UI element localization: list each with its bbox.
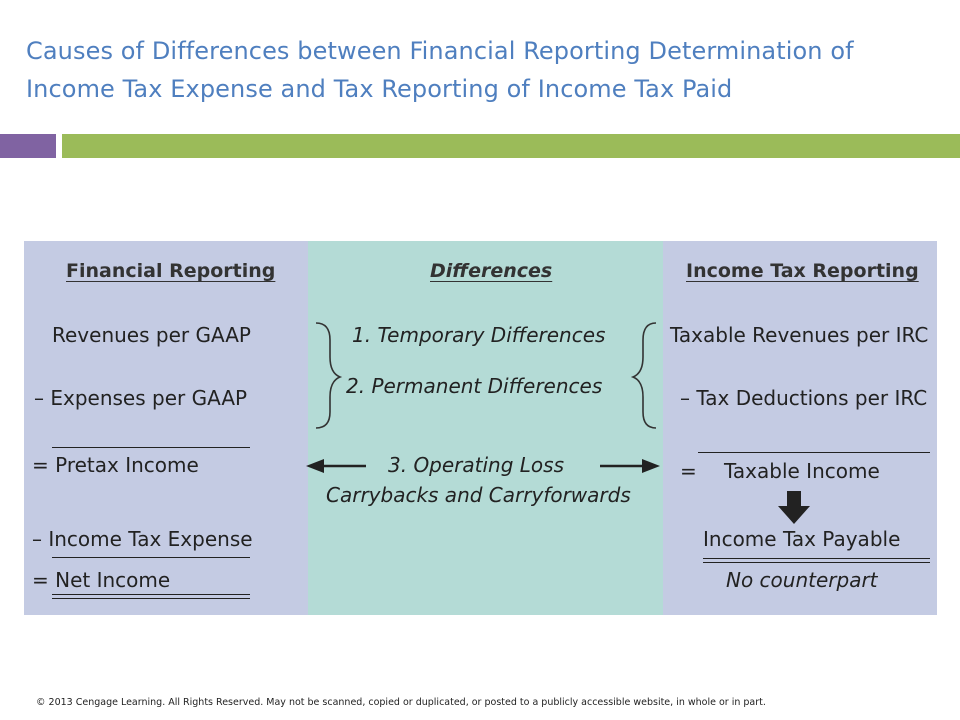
net-income: = Net Income <box>32 568 171 592</box>
payable-double-rule <box>703 558 930 563</box>
expenses-gaap: – Expenses per GAAP <box>34 386 248 410</box>
accent-bar-purple <box>0 134 56 158</box>
down-arrow-icon <box>778 491 810 524</box>
no-counterpart: No counterpart <box>726 568 878 592</box>
taxable-revenues-irc: Taxable Revenues per IRC <box>670 323 929 347</box>
taxable-income: Taxable Income <box>724 459 880 483</box>
net-income-double-rule <box>52 594 250 599</box>
differences-panel <box>308 241 663 615</box>
pretax-income: = Pretax Income <box>32 453 199 477</box>
temporary-differences: 1. Temporary Differences <box>352 323 606 347</box>
operating-loss-line2: Carrybacks and Carryforwards <box>326 483 631 507</box>
permanent-differences: 2. Permanent Differences <box>346 374 603 398</box>
financial-heading: Financial Reporting <box>66 260 276 282</box>
income-tax-payable: Income Tax Payable <box>703 527 901 551</box>
tax-heading: Income Tax Reporting <box>686 260 919 282</box>
operating-loss-line1: 3. Operating Loss <box>388 453 565 477</box>
equals-sign: = <box>680 459 697 483</box>
left-brace-icon <box>630 322 657 429</box>
right-brace-icon <box>315 322 343 429</box>
pretax-rule <box>52 447 250 448</box>
taxable-income-rule <box>698 452 930 453</box>
title-line-1: Causes of Differences between Financial … <box>26 37 854 65</box>
income-tax-expense: – Income Tax Expense <box>32 527 253 551</box>
copyright-footer: © 2013 Cengage Learning. All Rights Rese… <box>36 697 766 708</box>
tax-deductions-irc: – Tax Deductions per IRC <box>680 386 928 410</box>
financial-reporting-panel <box>24 241 308 615</box>
left-arrow-icon <box>306 459 366 473</box>
right-arrow-icon <box>600 459 660 473</box>
differences-heading: Differences <box>430 260 553 282</box>
net-income-rule <box>52 557 250 558</box>
slide-title: Causes of Differences between Financial … <box>26 32 946 108</box>
tax-reporting-panel <box>663 241 937 615</box>
title-line-2: Income Tax Expense and Tax Reporting of … <box>26 75 733 103</box>
revenues-gaap: Revenues per GAAP <box>52 323 251 347</box>
accent-bar-green <box>62 134 960 158</box>
